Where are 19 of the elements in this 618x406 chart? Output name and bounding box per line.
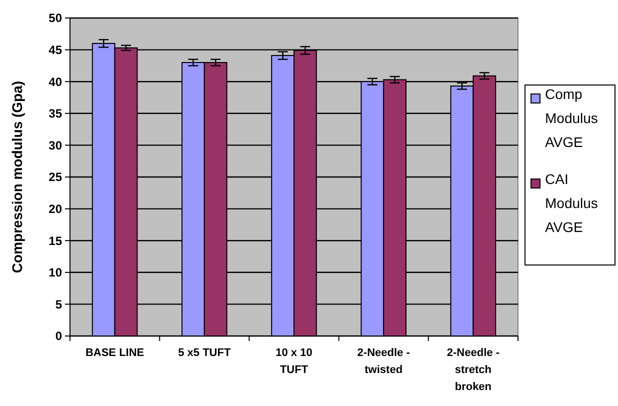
y-tick-label: 40 bbox=[48, 74, 62, 89]
y-tick-label: 45 bbox=[48, 43, 62, 57]
y-axis-title: Compression modulus (Gpa) bbox=[9, 80, 25, 274]
y-tick-label: 10 bbox=[48, 266, 62, 280]
y-tick-label: 0 bbox=[55, 329, 62, 344]
y-tick-label: 15 bbox=[48, 234, 62, 248]
x-tick-label: 5 x5 TUFT bbox=[178, 347, 231, 359]
y-tick-label: 35 bbox=[48, 106, 62, 121]
x-tick-label: BASE LINE bbox=[85, 347, 144, 359]
y-tick-label: 25 bbox=[48, 170, 62, 184]
y-tick-label: 30 bbox=[48, 138, 62, 152]
x-tick-label: 2-Needle - stretch broken bbox=[446, 347, 500, 393]
x-tick-label: 2-Needle - twisted bbox=[357, 347, 410, 376]
y-tick-label: 5 bbox=[55, 297, 62, 312]
legend-label: CAI Modulus AVGE bbox=[545, 171, 598, 235]
x-tick-label: 10 x 10 TUFT bbox=[276, 347, 312, 376]
y-tick-label: 50 bbox=[48, 11, 62, 26]
legend-label: Comp Modulus AVGE bbox=[545, 86, 598, 150]
y-tick-label: 20 bbox=[48, 202, 62, 216]
